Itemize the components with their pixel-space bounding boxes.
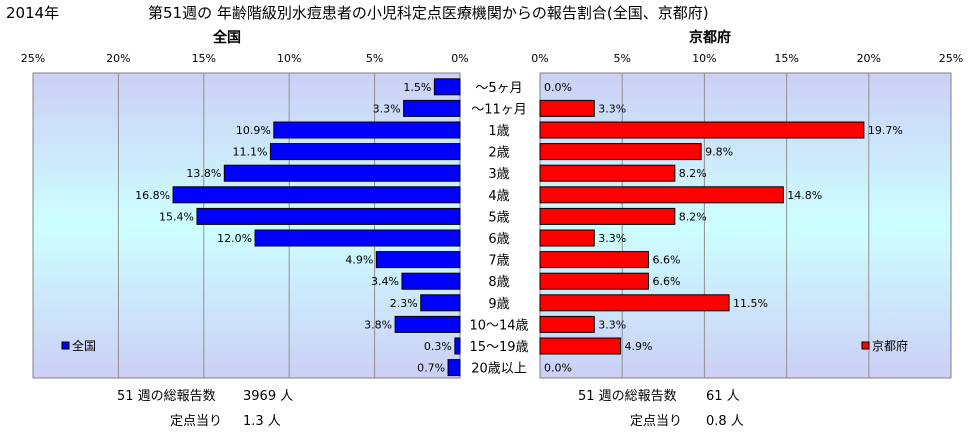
national-bar xyxy=(394,315,461,333)
category-label: 20歳以上 xyxy=(471,362,527,377)
kyoto-data-label: 8.2% xyxy=(679,210,707,223)
kyoto-per-value: 0.8 人 xyxy=(706,414,744,429)
chart-title: 第51週の 年齢階級別水痘患者の小児科定点医療機関からの報告割合(全国、京都府) xyxy=(148,4,709,22)
national-bar xyxy=(196,207,461,225)
category-label: 3歳 xyxy=(488,167,509,182)
national-bar xyxy=(401,272,461,290)
kyoto-total-label: 51 週の総報告数 xyxy=(578,389,677,404)
kyoto-bar xyxy=(539,99,595,117)
national-data-label: 3.4% xyxy=(371,275,399,288)
national-bar xyxy=(403,99,461,117)
national-bar xyxy=(433,78,461,96)
category-label: 10～14歳 xyxy=(469,318,528,333)
kyoto-bar xyxy=(539,121,865,139)
kyoto-data-label: 9.8% xyxy=(705,146,733,159)
kyoto-data-label: 14.8% xyxy=(787,189,822,202)
national-data-label: 16.8% xyxy=(135,189,170,202)
national-per-label: 定点当り xyxy=(170,414,223,429)
kyoto-tick-label: 5% xyxy=(613,52,630,65)
kyoto-bar xyxy=(539,186,784,204)
category-label: 9歳 xyxy=(488,297,509,312)
kyoto-tick-label: 10% xyxy=(692,52,716,65)
national-tick-label: 20% xyxy=(106,52,130,65)
kyoto-data-label: 11.5% xyxy=(733,297,768,310)
national-bar xyxy=(447,359,461,377)
national-data-label: 0.3% xyxy=(424,340,452,353)
national-data-label: 10.9% xyxy=(236,124,271,137)
national-bar xyxy=(223,164,461,182)
kyoto-data-label: 4.9% xyxy=(625,340,653,353)
kyoto-bar xyxy=(539,272,650,290)
category-label: 1歳 xyxy=(488,124,509,139)
category-label: ～5ヶ月 xyxy=(475,81,522,96)
kyoto-subtitle: 京都府 xyxy=(689,30,731,46)
national-bar xyxy=(375,251,461,269)
kyoto-per-label: 定点当り xyxy=(630,414,683,429)
kyoto-tick-label: 20% xyxy=(857,52,881,65)
national-bar xyxy=(454,337,461,355)
national-per-value: 1.3 人 xyxy=(243,414,281,429)
category-label: 6歳 xyxy=(488,232,509,247)
kyoto-bar xyxy=(539,143,702,161)
kyoto-data-label: 8.2% xyxy=(679,167,707,180)
national-data-label: 1.5% xyxy=(403,81,431,94)
kyoto-data-label: 19.7% xyxy=(868,124,903,137)
kyoto-data-label: 6.6% xyxy=(653,254,681,267)
kyoto-legend-swatch xyxy=(861,341,870,350)
category-label: 8歳 xyxy=(488,275,509,290)
kyoto-tick-label: 25% xyxy=(939,52,963,65)
national-total-label: 51 週の総報告数 xyxy=(117,389,216,404)
national-legend-swatch xyxy=(61,341,70,350)
kyoto-data-label: 3.3% xyxy=(598,102,626,115)
category-label: 2歳 xyxy=(488,146,509,161)
national-data-label: 0.7% xyxy=(417,362,445,375)
national-data-label: 11.1% xyxy=(232,146,267,159)
national-data-label: 13.8% xyxy=(186,167,221,180)
national-tick-label: 25% xyxy=(21,52,45,65)
national-data-label: 15.4% xyxy=(159,210,194,223)
kyoto-tick-label: 15% xyxy=(774,52,798,65)
kyoto-total-value: 61 人 xyxy=(706,389,740,404)
national-data-label: 4.9% xyxy=(345,254,373,267)
kyoto-bar xyxy=(539,207,676,225)
kyoto-bar xyxy=(539,251,650,269)
kyoto-bar xyxy=(539,315,595,333)
kyoto-data-label: 0.0% xyxy=(544,362,572,375)
kyoto-bar xyxy=(539,164,676,182)
year-label: 2014年 xyxy=(6,4,60,22)
category-label: 5歳 xyxy=(488,210,509,225)
national-tick-label: 0% xyxy=(451,52,468,65)
kyoto-data-label: 0.0% xyxy=(544,81,572,94)
national-bar xyxy=(172,186,461,204)
kyoto-bar xyxy=(539,229,595,247)
national-data-label: 12.0% xyxy=(217,232,252,245)
kyoto-data-label: 3.3% xyxy=(598,318,626,331)
national-total-value: 3969 人 xyxy=(243,389,294,404)
category-label: 7歳 xyxy=(488,254,509,269)
national-tick-label: 10% xyxy=(277,52,301,65)
kyoto-plot-area xyxy=(539,72,952,379)
kyoto-tick-label: 0% xyxy=(531,52,548,65)
national-bar xyxy=(269,143,461,161)
national-legend-label: 全国 xyxy=(72,338,96,353)
national-tick-label: 5% xyxy=(366,52,383,65)
national-bar xyxy=(420,294,461,312)
kyoto-bar xyxy=(539,294,730,312)
national-bar xyxy=(254,229,461,247)
kyoto-bar xyxy=(539,337,622,355)
category-label: ～11ヶ月 xyxy=(471,102,527,117)
kyoto-legend-label: 京都府 xyxy=(872,338,908,353)
national-bar xyxy=(273,121,461,139)
national-data-label: 3.3% xyxy=(373,102,401,115)
category-label: 15～19歳 xyxy=(469,340,528,355)
kyoto-data-label: 3.3% xyxy=(598,232,626,245)
national-subtitle: 全国 xyxy=(213,30,241,46)
national-data-label: 3.8% xyxy=(364,318,392,331)
kyoto-data-label: 6.6% xyxy=(653,275,681,288)
category-label: 4歳 xyxy=(488,189,509,204)
national-data-label: 2.3% xyxy=(390,297,418,310)
national-tick-label: 15% xyxy=(192,52,216,65)
